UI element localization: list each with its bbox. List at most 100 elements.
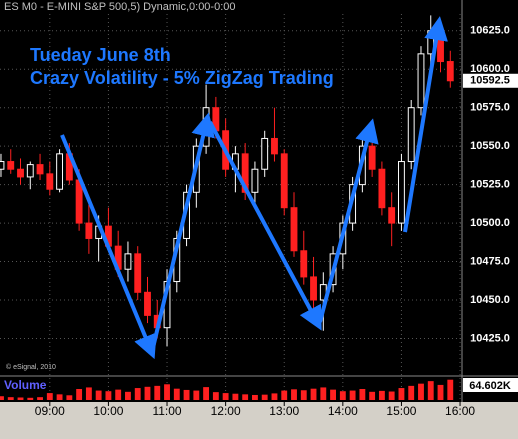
volume-bar	[56, 394, 63, 400]
volume-bar	[252, 394, 258, 400]
candle-body	[271, 137, 278, 155]
candle-body	[7, 161, 15, 170]
volume-bar	[242, 394, 249, 400]
volume-bar	[134, 388, 141, 400]
volume-bar	[310, 388, 317, 400]
x-tick-label: 09:00	[35, 404, 65, 418]
volume-bar	[427, 381, 434, 400]
arrow	[60, 134, 157, 360]
candle-body	[17, 168, 24, 178]
volume-bar	[271, 393, 278, 400]
grid	[0, 14, 462, 400]
volume-bar	[85, 387, 92, 400]
candle-body	[388, 207, 396, 224]
volume-bar	[300, 390, 307, 400]
x-tick-label: 15:00	[386, 404, 416, 418]
volume-bar	[144, 386, 151, 400]
y-tick-label: 10450.0	[470, 294, 510, 306]
volume-bar	[154, 385, 161, 400]
candle-body	[251, 168, 259, 193]
candle-body	[46, 173, 54, 190]
volume-bar	[115, 389, 122, 400]
candle-body	[36, 164, 44, 175]
candle-body	[134, 253, 142, 293]
x-tick-label: 11:00	[152, 404, 181, 418]
volume-bar	[320, 387, 327, 400]
copyright: © eSignal, 2010	[6, 363, 56, 371]
chart-title: ES M0 - E-MINI S&P 500,5) Dynamic,0:00-0…	[4, 1, 236, 13]
arrow	[150, 112, 215, 353]
volume-bar	[369, 391, 376, 400]
annotation: Tueday June 8th	[30, 45, 171, 65]
volume-bar	[203, 387, 210, 400]
y-tick-label: 10500.0	[470, 217, 510, 229]
y-tick-label: 10625.0	[470, 25, 510, 37]
volume-bar	[291, 389, 297, 400]
y-tick-label: 10475.0	[470, 255, 510, 267]
volume-bar	[281, 390, 288, 400]
candle-body	[26, 164, 34, 178]
candle-body	[446, 61, 454, 82]
y-tick-label: 10425.0	[470, 332, 510, 344]
candle-body	[407, 107, 415, 163]
last-price-label: 10592.5	[470, 75, 510, 87]
volume-bar	[27, 397, 34, 400]
volume-bar	[261, 394, 268, 400]
volume-bar	[339, 391, 346, 400]
candle-body	[0, 161, 5, 170]
volume-bar	[95, 390, 102, 400]
volume-bar	[447, 379, 454, 400]
volume-bar	[408, 385, 415, 400]
candle-body	[300, 250, 308, 278]
y-tick-label: 10525.0	[470, 179, 510, 191]
volume-bar	[76, 389, 83, 400]
candle-body	[280, 153, 288, 209]
volume-title: Volume	[4, 378, 47, 392]
arrow	[208, 121, 322, 331]
candle-body	[56, 153, 64, 190]
volume-bar	[388, 391, 395, 400]
volume-label: 64.602K	[469, 380, 511, 392]
volume-bar	[0, 396, 4, 400]
candle-body	[241, 153, 249, 193]
volume-bar	[212, 392, 219, 400]
candle-body	[378, 168, 386, 209]
candle-body	[124, 253, 132, 270]
x-tick-label: 14:00	[328, 404, 358, 418]
annotation: Crazy Volatility - 5% ZigZag Trading	[30, 68, 334, 88]
candle-body	[261, 137, 269, 170]
x-tick-label: 10:00	[93, 404, 123, 418]
y-tick-label: 10600.0	[470, 63, 510, 75]
x-tick-label: 12:00	[211, 404, 241, 418]
volume-bar	[437, 384, 444, 400]
time-axis-bg	[0, 402, 518, 439]
volume-bar	[359, 389, 366, 400]
volume-bar	[349, 390, 356, 400]
volume-bar	[330, 389, 336, 400]
volume-bar	[193, 390, 200, 400]
last-price-box	[463, 73, 518, 88]
volume-bar	[7, 397, 14, 400]
volume-bar	[37, 397, 43, 400]
volume-bar	[17, 397, 24, 400]
candle-body	[417, 53, 425, 109]
volume-bar	[222, 393, 229, 400]
x-tick-label: 13:00	[269, 404, 299, 418]
arrow	[403, 16, 448, 233]
volume-bar	[105, 391, 112, 400]
volume-bar	[398, 388, 405, 400]
volume-bar	[164, 384, 170, 400]
volume-bar	[173, 388, 180, 400]
candle-body	[144, 291, 151, 316]
volume-bar	[46, 393, 53, 400]
y-tick-label: 10550.0	[470, 140, 510, 152]
volume-bar	[378, 390, 385, 400]
volume-bar	[183, 389, 190, 400]
volume-bar	[125, 391, 131, 400]
zigzag-arrows	[60, 16, 448, 360]
candle-body	[310, 276, 317, 301]
candle-body	[398, 161, 405, 224]
volume-bar	[418, 383, 424, 400]
